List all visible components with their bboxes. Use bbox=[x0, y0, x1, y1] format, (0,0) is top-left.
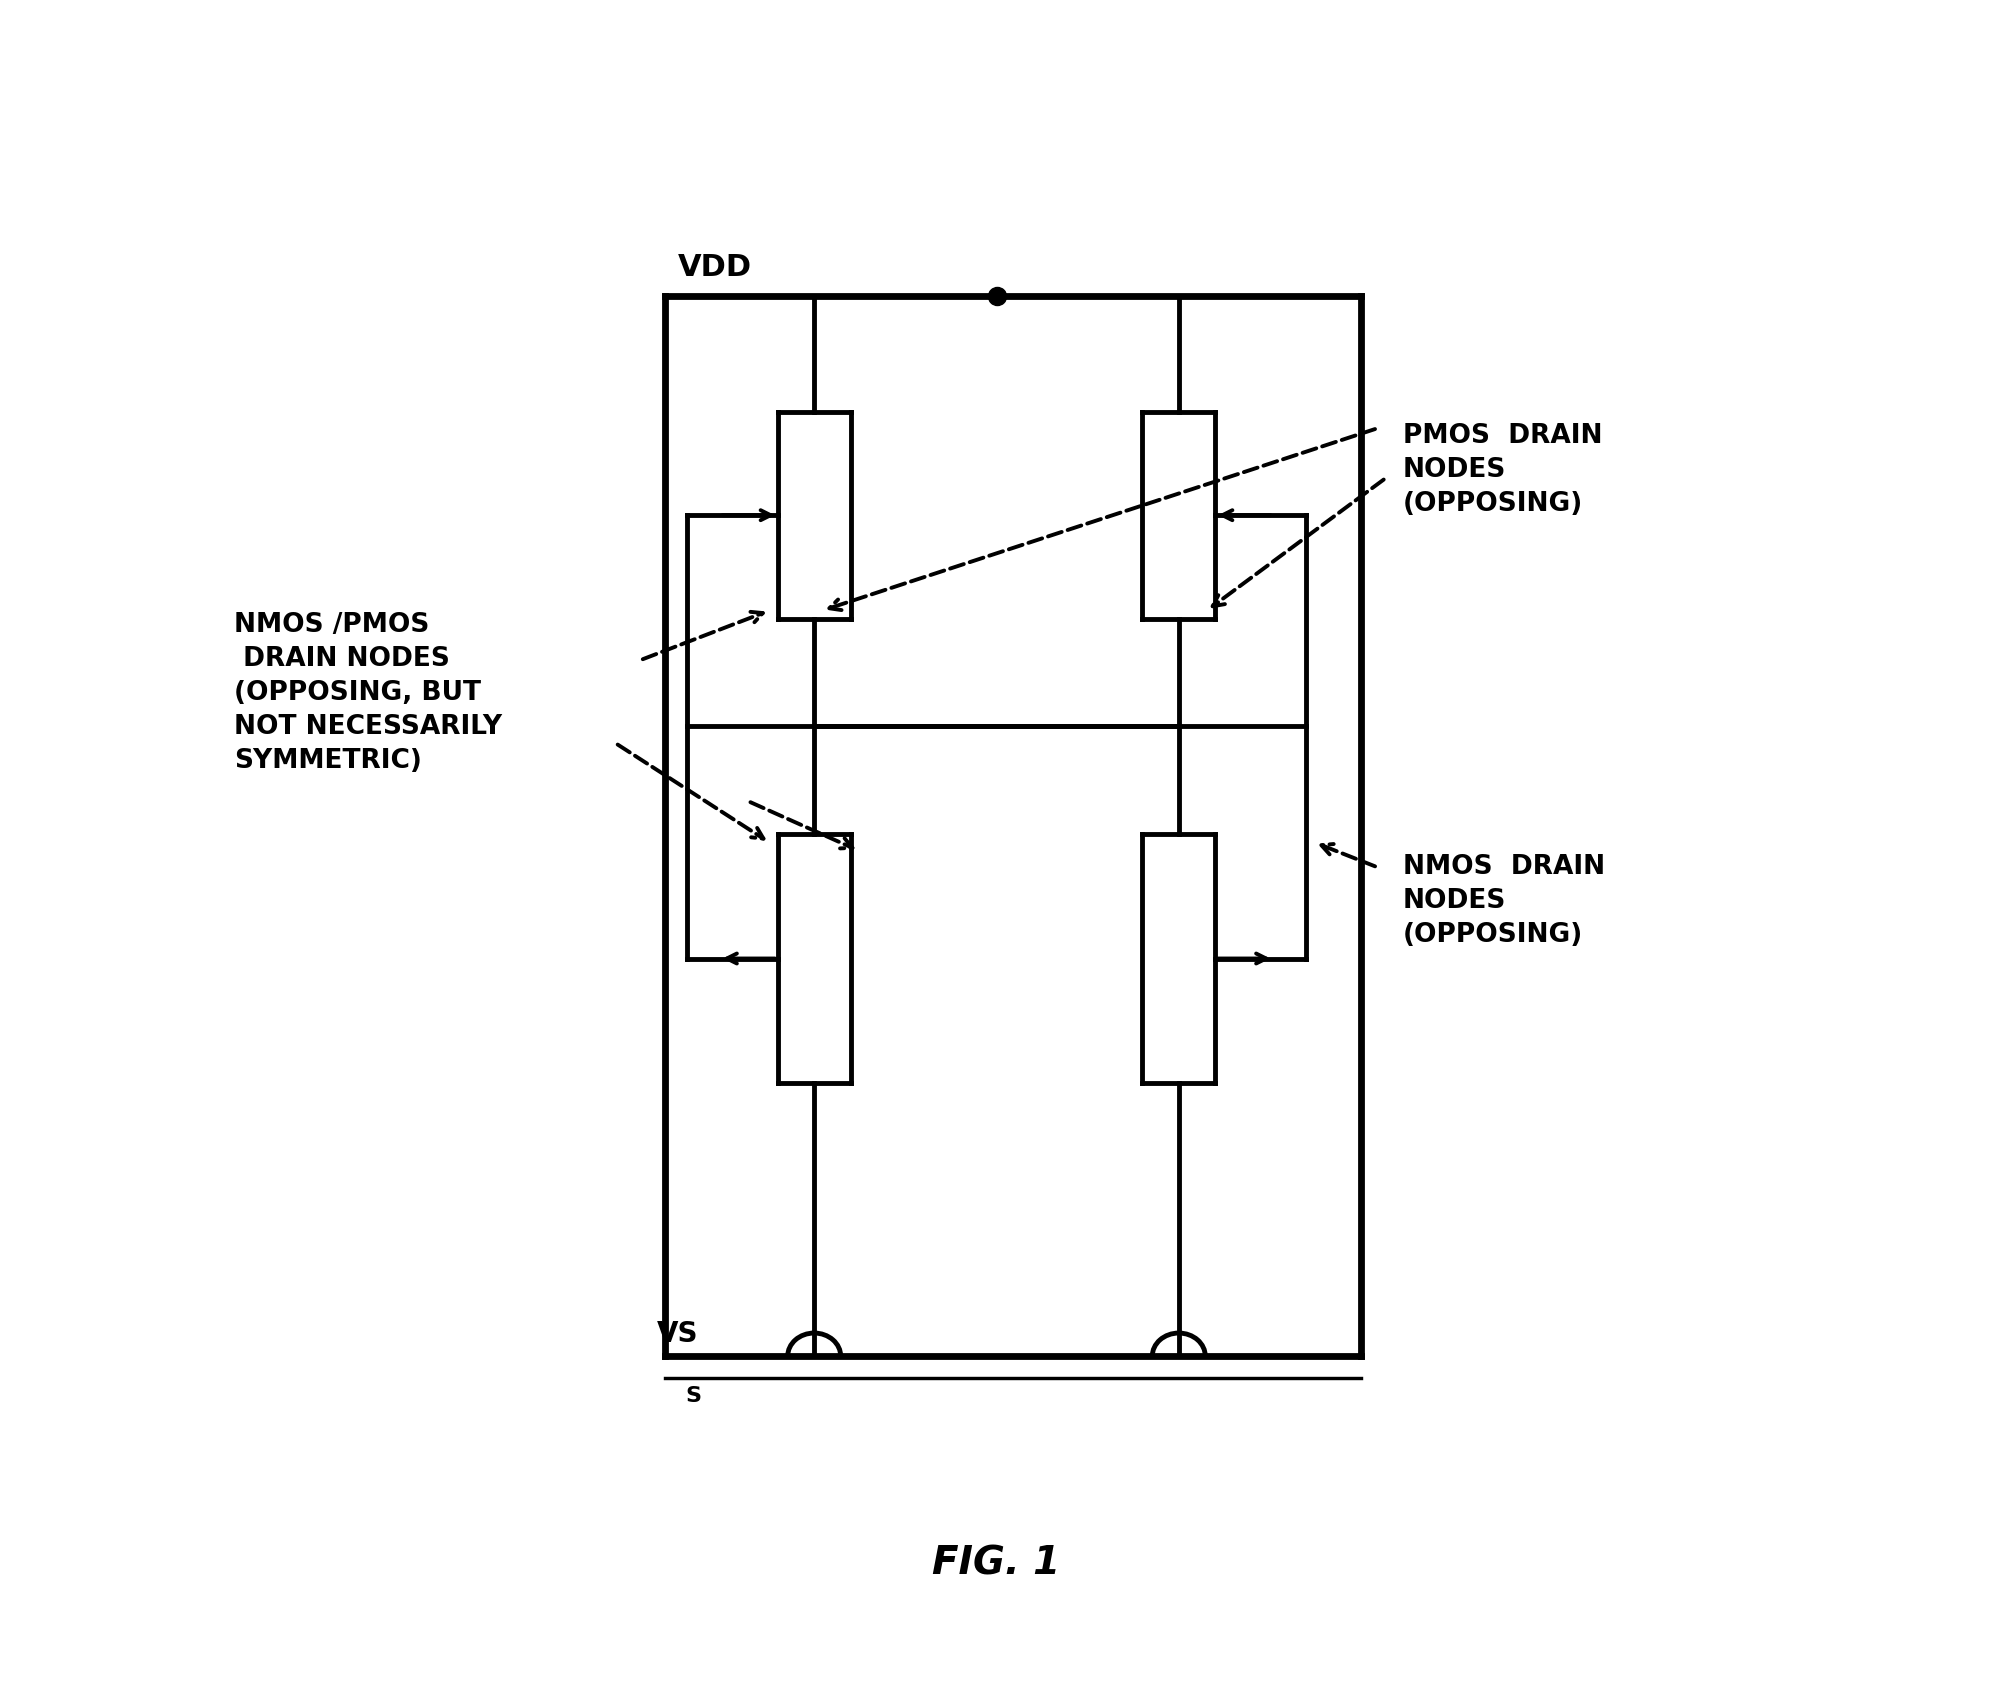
Text: VDD: VDD bbox=[678, 253, 753, 283]
Text: S: S bbox=[686, 1387, 702, 1405]
Text: FIG. 1: FIG. 1 bbox=[933, 1545, 1060, 1582]
Text: NMOS /PMOS
 DRAIN NODES
(OPPOSING, BUT
NOT NECESSARILY
SYMMETRIC): NMOS /PMOS DRAIN NODES (OPPOSING, BUT NO… bbox=[235, 612, 502, 775]
Text: VS: VS bbox=[658, 1319, 698, 1348]
Text: NMOS  DRAIN
NODES
(OPPOSING): NMOS DRAIN NODES (OPPOSING) bbox=[1403, 854, 1604, 947]
Text: PMOS  DRAIN
NODES
(OPPOSING): PMOS DRAIN NODES (OPPOSING) bbox=[1403, 423, 1602, 517]
